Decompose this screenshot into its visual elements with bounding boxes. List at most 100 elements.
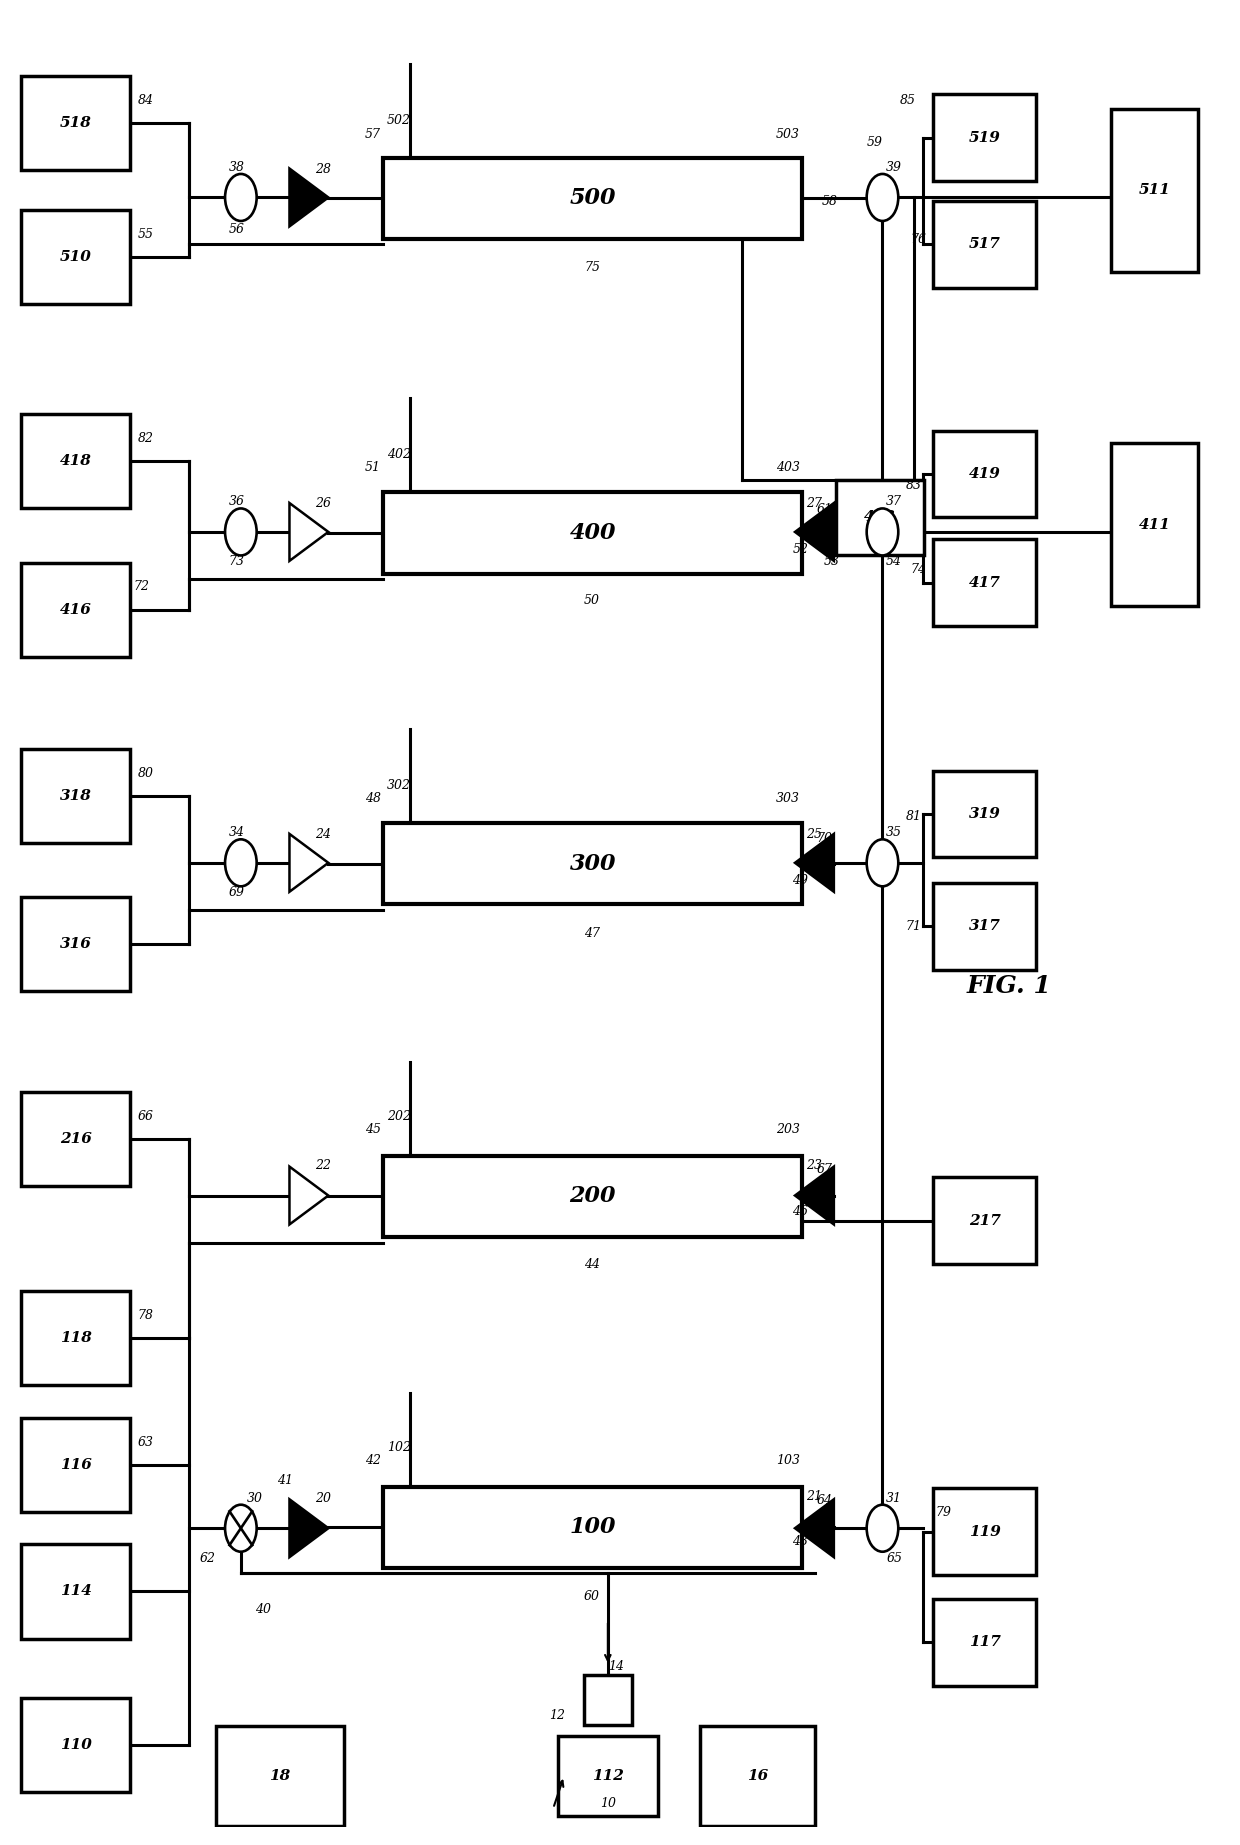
Text: 82: 82 [138, 432, 154, 445]
Text: 74: 74 [910, 563, 926, 576]
Text: 518: 518 [60, 116, 92, 131]
Text: 42: 42 [365, 1454, 381, 1467]
Text: 510: 510 [60, 251, 92, 264]
Text: 27: 27 [806, 498, 822, 511]
Bar [836, 480, 924, 555]
Text: 319: 319 [968, 806, 1001, 821]
Polygon shape [289, 1166, 329, 1225]
Polygon shape [795, 1166, 833, 1225]
Text: 24: 24 [315, 828, 331, 841]
Text: 45: 45 [365, 1124, 381, 1137]
Text: 10: 10 [600, 1797, 616, 1810]
Text: 112: 112 [591, 1769, 624, 1782]
Text: 417: 417 [968, 576, 1001, 590]
Text: 38: 38 [228, 161, 244, 173]
Bar [932, 1489, 1037, 1576]
Text: 511: 511 [1138, 183, 1171, 197]
Text: 302: 302 [387, 779, 410, 792]
Bar [932, 882, 1037, 969]
Text: 71: 71 [905, 919, 921, 932]
Bar [932, 430, 1037, 517]
Bar [21, 76, 130, 170]
Text: 80: 80 [138, 768, 154, 780]
Text: 103: 103 [776, 1454, 800, 1467]
Polygon shape [795, 1500, 833, 1557]
Polygon shape [289, 504, 329, 561]
Bar [21, 1697, 130, 1791]
Bar [21, 210, 130, 304]
Text: 54: 54 [887, 555, 903, 568]
Text: 316: 316 [60, 937, 92, 952]
Text: 411: 411 [1138, 518, 1171, 531]
Text: 73: 73 [228, 555, 244, 568]
Text: 118: 118 [60, 1332, 92, 1345]
Text: 60: 60 [584, 1590, 600, 1603]
Text: 519: 519 [968, 131, 1001, 144]
Text: 63: 63 [138, 1435, 154, 1448]
Text: 26: 26 [315, 498, 331, 511]
Text: 116: 116 [60, 1458, 92, 1472]
Text: 20: 20 [315, 1493, 331, 1506]
Circle shape [867, 1506, 898, 1552]
Text: 57: 57 [365, 129, 381, 142]
Text: 16: 16 [746, 1769, 768, 1782]
Text: 70: 70 [817, 832, 833, 845]
Text: FIG. 1: FIG. 1 [966, 974, 1052, 998]
Text: 100: 100 [569, 1517, 616, 1539]
Text: 300: 300 [569, 852, 616, 875]
Circle shape [224, 839, 257, 886]
Text: 500: 500 [569, 188, 616, 208]
Text: 79: 79 [936, 1506, 952, 1518]
Text: 31: 31 [887, 1493, 903, 1506]
Text: 21: 21 [806, 1491, 822, 1504]
Text: 75: 75 [584, 262, 600, 275]
Text: 40: 40 [255, 1603, 272, 1616]
Text: 400: 400 [569, 522, 616, 544]
Bar [932, 539, 1037, 625]
Text: 203: 203 [776, 1124, 800, 1137]
Text: 84: 84 [138, 94, 154, 107]
Bar [21, 1419, 130, 1511]
Text: 53: 53 [825, 555, 841, 568]
Bar [558, 1736, 657, 1815]
Text: 28: 28 [315, 162, 331, 175]
Bar [1111, 443, 1198, 607]
Bar [1111, 109, 1198, 271]
Text: 67: 67 [817, 1162, 833, 1175]
Circle shape [867, 173, 898, 221]
Polygon shape [289, 1500, 329, 1557]
Text: 52: 52 [792, 542, 808, 555]
Text: 30: 30 [247, 1493, 263, 1506]
Text: 72: 72 [134, 581, 150, 594]
Text: 413: 413 [864, 511, 897, 524]
Bar [383, 1155, 802, 1238]
Bar [216, 1727, 343, 1827]
Bar [932, 771, 1037, 858]
Circle shape [224, 173, 257, 221]
Bar [21, 1092, 130, 1186]
Text: 58: 58 [822, 196, 838, 208]
Text: 76: 76 [910, 232, 926, 245]
Text: 81: 81 [905, 810, 921, 823]
Text: 47: 47 [584, 926, 600, 939]
Text: 318: 318 [60, 790, 92, 803]
Polygon shape [795, 834, 833, 891]
Text: 55: 55 [138, 227, 154, 242]
Text: 517: 517 [968, 238, 1001, 251]
Text: 216: 216 [60, 1133, 92, 1146]
Text: 202: 202 [387, 1111, 410, 1124]
Text: 419: 419 [968, 467, 1001, 482]
Text: 102: 102 [387, 1441, 410, 1454]
Polygon shape [289, 168, 329, 227]
Text: 59: 59 [867, 137, 883, 149]
Text: 85: 85 [899, 94, 915, 107]
Text: 22: 22 [315, 1159, 331, 1172]
Text: 43: 43 [792, 1535, 808, 1548]
Bar [383, 157, 802, 240]
Text: 64: 64 [817, 1493, 833, 1507]
Circle shape [867, 509, 898, 555]
Text: 403: 403 [776, 461, 800, 474]
Text: 66: 66 [138, 1111, 154, 1124]
Text: 317: 317 [968, 919, 1001, 934]
Text: 69: 69 [228, 886, 244, 899]
